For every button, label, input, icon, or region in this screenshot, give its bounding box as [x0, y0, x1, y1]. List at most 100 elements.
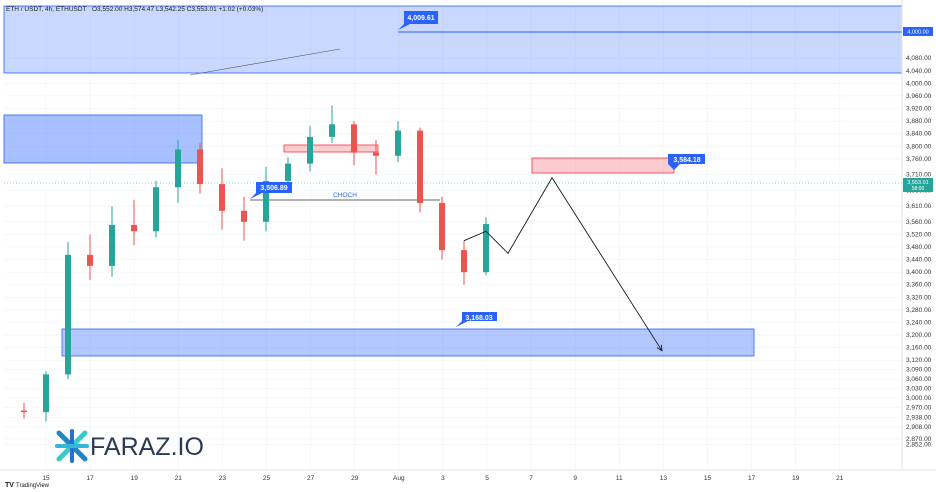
label-3506[interactable]: 3,506.89: [250, 182, 292, 199]
candle-body: [65, 254, 71, 375]
supply-zone-top[interactable]: [3, 5, 903, 74]
candle-body: [153, 187, 159, 232]
last-price-tag: 3,553.01 58:00: [903, 178, 933, 192]
x-tick-label: 21: [836, 475, 844, 482]
y-tick-label: 3,030.00: [906, 386, 932, 393]
x-tick-label: 29: [351, 475, 359, 482]
y-tick-label: 3,400.00: [906, 269, 932, 276]
candle-body: [263, 180, 269, 222]
tradingview-footer[interactable]: TV TradingView: [5, 482, 50, 489]
y-tick-label: 2,870.00: [906, 436, 932, 443]
faraz-logo-text: FARAZ.IO: [90, 433, 204, 461]
candle-body: [87, 254, 93, 266]
ohlc-header: O3,552.00 H3,574.47 L3,542.25 C3,553.01 …: [92, 6, 263, 13]
x-tick-label: 11: [616, 475, 623, 482]
projection-arrowhead: [656, 344, 663, 352]
x-tick-label: 23: [219, 475, 227, 482]
x-tick-label: 25: [263, 475, 271, 482]
x-tick-label: 3: [441, 475, 445, 482]
candles: [21, 105, 489, 422]
y-tick-label: 3,320.00: [906, 294, 932, 301]
candle-body: [131, 224, 137, 232]
countdown-text: 58:00: [912, 186, 925, 192]
order-block-zone[interactable]: [283, 144, 379, 153]
candle-body: [417, 130, 423, 203]
grid: [4, 4, 902, 470]
candle-body: [241, 210, 247, 222]
y-tick-label: 3,800.00: [906, 143, 932, 150]
label-3584[interactable]: 3,584.18: [668, 154, 705, 170]
y-tick-label: 3,440.00: [906, 257, 932, 264]
price-tag-4000-text: 4,000.00: [907, 30, 928, 36]
y-tick-label: 3,880.00: [906, 118, 932, 125]
x-tick-label: Aug: [393, 475, 405, 482]
y-tick-label: 4,040.00: [906, 68, 932, 75]
x-tick-label: 5: [485, 475, 489, 482]
symbol-header[interactable]: ETH / USDT, 4h, ETHUSDT: [6, 6, 87, 13]
x-tick-label: 7: [529, 475, 533, 482]
y-tick-label: 4,080.00: [906, 55, 932, 62]
label-3506-text: 3,506.89: [260, 185, 287, 192]
x-tick-label: 15: [704, 475, 712, 482]
demand-zone-left[interactable]: [3, 114, 203, 164]
y-tick-label: 3,710.00: [906, 172, 932, 179]
label-4009-text: 4,009.61: [407, 15, 434, 22]
x-tick-label: 19: [131, 475, 139, 482]
candle-body: [197, 149, 203, 185]
candle-body: [219, 184, 225, 211]
x-tick-label: 21: [175, 475, 183, 482]
last-price-text: 3,553.01: [907, 180, 928, 186]
y-tick-label: 3,480.00: [906, 244, 932, 251]
y-tick-label: 3,000.00: [906, 395, 932, 402]
projection-line: [463, 176, 663, 352]
label-3168-text: 3,168.03: [465, 315, 492, 322]
y-tick-label: 3,360.00: [906, 282, 932, 289]
x-tick-label: 13: [660, 475, 668, 482]
candle-body: [395, 130, 401, 156]
candle-body: [43, 374, 49, 413]
candle-body: [329, 124, 335, 137]
candle-body: [439, 202, 445, 251]
y-tick-label: 3,560.00: [906, 219, 932, 226]
choch-text: CHOCH: [333, 192, 357, 199]
y-tick-label: 2,938.00: [906, 415, 932, 422]
y-tick-label: 3,760.00: [906, 156, 932, 163]
candle-body: [175, 149, 181, 188]
candle-body: [21, 410, 27, 413]
candle-body: [483, 224, 489, 273]
y-axis[interactable]: 2,852.002,870.00 2,908.00 2,938.00 2,970.00…: [906, 55, 932, 448]
y-tick-label: 3,520.00: [906, 231, 932, 238]
candle-body: [461, 250, 467, 273]
y-tick-label: 2,970.00: [906, 404, 932, 411]
tradingview-logo-icon: TV: [5, 482, 14, 489]
x-axis[interactable]: 15 17 19 21 23 25 27 29 Aug 3 5 7 9 11 13 15 17 19 21: [42, 475, 843, 482]
y-tick-label: 3,840.00: [906, 131, 932, 138]
y-tick-label: 3,200.00: [906, 332, 932, 339]
y-tick-label: 3,610.00: [906, 203, 932, 210]
candle-body: [373, 152, 379, 156]
faraz-logo-icon: [55, 429, 89, 463]
x-tick-label: 19: [792, 475, 800, 482]
candle-body: [351, 124, 357, 153]
projection-path[interactable]: [463, 176, 663, 352]
y-tick-label: 3,160.00: [906, 345, 932, 352]
tradingview-text: TradingView: [16, 483, 50, 489]
candle-body: [109, 224, 115, 266]
y-tick-label: 3,920.00: [906, 106, 932, 113]
target-supply-zone[interactable]: [531, 157, 675, 174]
label-3168[interactable]: 3,168.03: [456, 312, 497, 327]
candle-body: [307, 136, 313, 164]
label-3584-text: 3,584.18: [673, 157, 700, 164]
faraz-logo: FARAZ.IO: [55, 429, 204, 463]
y-tick-label: 2,852.00: [906, 442, 932, 449]
y-tick-label: 4,000.00: [906, 80, 932, 87]
trend-line[interactable]: [189, 48, 341, 76]
price-tag-4000: 4,000.00: [903, 27, 933, 36]
label-4009[interactable]: 4,009.61: [398, 11, 438, 30]
y-tick-label: 2,908.00: [906, 424, 932, 431]
x-tick-label: 27: [307, 475, 315, 482]
y-tick-label: 3,280.00: [906, 307, 932, 314]
demand-zone-bottom[interactable]: [61, 328, 755, 357]
y-tick-label: 3,090.00: [906, 367, 932, 374]
